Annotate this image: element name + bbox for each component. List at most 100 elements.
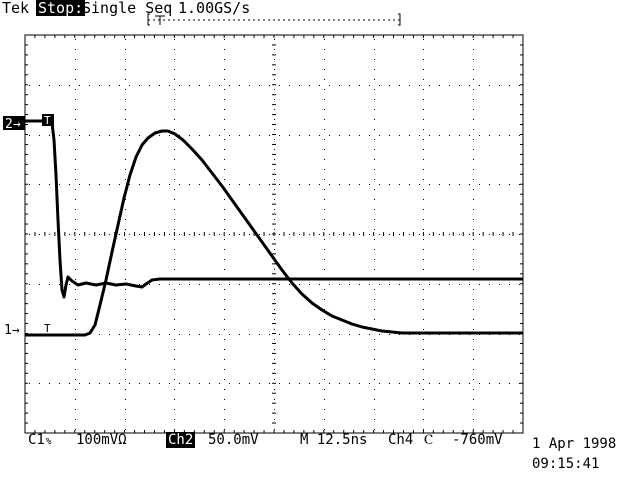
trigger-level: -760mV <box>452 432 503 448</box>
grid-dot <box>169 383 170 384</box>
grid-dot <box>125 69 126 70</box>
grid-dot <box>473 109 474 110</box>
grid-dot <box>309 184 310 185</box>
grid-dot <box>174 339 175 340</box>
grid-dot <box>99 135 100 136</box>
grid-dot <box>274 269 275 270</box>
grid-dot <box>509 383 510 384</box>
grid-dot <box>174 169 175 170</box>
grid-dot <box>479 383 480 384</box>
grid-dot <box>224 179 225 180</box>
grid-dot <box>374 389 375 390</box>
grid-dot <box>324 409 325 410</box>
grid-dot <box>169 184 170 185</box>
grid-dot <box>259 85 260 86</box>
grid-dot <box>324 259 325 260</box>
grid-dot <box>419 135 420 136</box>
grid-dot <box>69 184 70 185</box>
grid-dot <box>423 229 424 230</box>
grid-dot <box>374 229 375 230</box>
grid-dot <box>79 135 80 136</box>
grid-dot <box>174 299 175 300</box>
grid-dot <box>274 299 275 300</box>
grid-dot <box>159 135 160 136</box>
grid-dot <box>75 89 76 90</box>
grid-dot <box>409 85 410 86</box>
grid-dot <box>324 159 325 160</box>
grid-dot <box>159 234 160 235</box>
grid-dot <box>299 383 300 384</box>
grid-dot <box>219 284 220 285</box>
grid-dot <box>473 189 474 190</box>
grid-dot <box>274 209 275 210</box>
grid-dot <box>39 85 40 86</box>
grid-dot <box>129 334 130 335</box>
ch2-marker[interactable]: 2→ <box>3 116 25 132</box>
grid-dot <box>259 284 260 285</box>
grid-dot <box>75 49 76 50</box>
grid-dot <box>469 135 470 136</box>
grid-dot <box>89 234 90 235</box>
grid-dot <box>179 284 180 285</box>
grid-dot <box>439 383 440 384</box>
grid-dot <box>119 184 120 185</box>
grid-dot <box>359 85 360 86</box>
grid-dot <box>423 419 424 420</box>
grid-dot <box>374 399 375 400</box>
grid-dot <box>329 85 330 86</box>
grid-dot <box>473 419 474 420</box>
grid-dot <box>125 239 126 240</box>
grid-dot <box>374 79 375 80</box>
grid-dot <box>519 184 520 185</box>
grid-dot <box>75 189 76 190</box>
grid-dot <box>274 229 275 230</box>
trigger-position-marker[interactable]: T <box>44 322 51 335</box>
grid-dot <box>423 99 424 100</box>
trigger-level-marker[interactable]: T <box>42 114 54 127</box>
grid-dot <box>324 329 325 330</box>
grid-dot <box>499 383 500 384</box>
grid-dot <box>274 419 275 420</box>
grid-dot <box>174 139 175 140</box>
grid-dot <box>269 234 270 235</box>
grid-dot <box>374 189 375 190</box>
grid-dot <box>499 284 500 285</box>
grid-dot <box>289 85 290 86</box>
grid-dot <box>309 383 310 384</box>
grid-dot <box>369 184 370 185</box>
grid-dot <box>274 289 275 290</box>
grid-dot <box>459 284 460 285</box>
grid-dot <box>269 135 270 136</box>
grid-dot <box>423 209 424 210</box>
grid-dot <box>174 49 175 50</box>
grid-dot <box>224 119 225 120</box>
grid-dot <box>374 409 375 410</box>
grid-dot <box>423 429 424 430</box>
grid-dot <box>324 239 325 240</box>
grid-dot <box>473 79 474 80</box>
grid-dot <box>473 179 474 180</box>
grid-dot <box>473 409 474 410</box>
grid-dot <box>324 39 325 40</box>
grid-dot <box>224 139 225 140</box>
grid-dot <box>489 284 490 285</box>
grid-dot <box>374 269 375 270</box>
grid-dot <box>459 184 460 185</box>
grid-dot <box>174 419 175 420</box>
grid-dot <box>224 309 225 310</box>
grid-dot <box>125 209 126 210</box>
ch1-marker[interactable]: 1→ <box>4 323 20 338</box>
record-position-bracket <box>147 13 401 26</box>
grid-dot <box>399 184 400 185</box>
grid-dot <box>169 85 170 86</box>
grid-dot <box>79 184 80 185</box>
grid-dot <box>189 383 190 384</box>
grid-dot <box>224 369 225 370</box>
grid-dot <box>374 39 375 40</box>
grid-dot <box>519 284 520 285</box>
grid-dot <box>274 89 275 90</box>
grid-dot <box>389 85 390 86</box>
grid-dot <box>75 219 76 220</box>
grid-dot <box>79 383 80 384</box>
grid-dot <box>174 59 175 60</box>
